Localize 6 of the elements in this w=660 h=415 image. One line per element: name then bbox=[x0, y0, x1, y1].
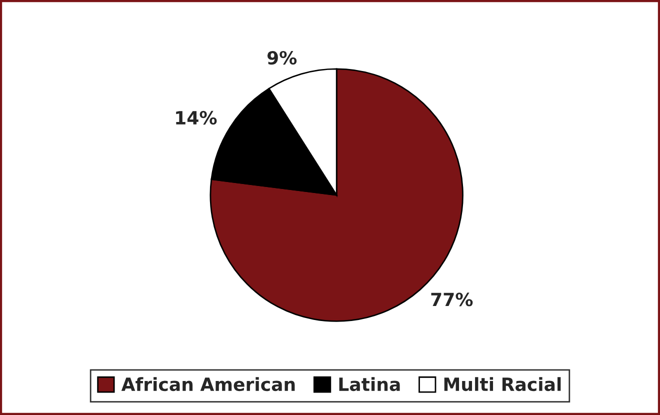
legend-label: Latina bbox=[339, 377, 400, 392]
data-label: 9% bbox=[267, 50, 297, 65]
data-label: 14% bbox=[176, 110, 217, 125]
legend-label: African American bbox=[121, 377, 295, 392]
data-label: 77% bbox=[431, 292, 473, 306]
legend-label: Multi Racial bbox=[444, 377, 561, 392]
